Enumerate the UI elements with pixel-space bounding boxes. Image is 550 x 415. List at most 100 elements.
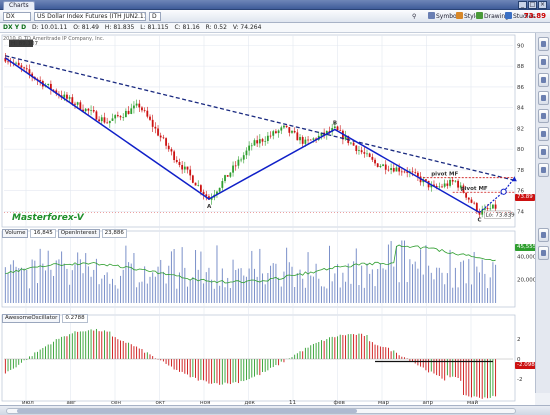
volume-axis-tick: 40,000 xyxy=(517,254,535,260)
candle-body xyxy=(441,186,443,188)
chart-area[interactable]: 90 88 86 84 82 80 78 76 74 июл авг сен окт ноя дек 11 фе… xyxy=(0,33,535,405)
candle-body xyxy=(470,199,473,203)
candle-body xyxy=(103,117,106,123)
text-tool-icon xyxy=(541,131,546,137)
open-interest-line xyxy=(5,244,496,284)
candle-body xyxy=(411,171,414,173)
time-axis-tick: дек xyxy=(245,400,256,405)
style-button[interactable]: Style xyxy=(456,12,479,21)
candle-body xyxy=(449,179,451,186)
rail-button-delete[interactable] xyxy=(538,163,549,177)
candle-body xyxy=(76,102,79,105)
volume-value: 16,845 xyxy=(30,229,56,238)
status-bar xyxy=(0,405,550,415)
candle-body xyxy=(157,128,159,136)
candle-body xyxy=(443,183,446,187)
drawings-icon xyxy=(476,12,483,19)
rail-button-line[interactable] xyxy=(538,73,549,87)
watermark-text: Masterforex-V xyxy=(12,213,84,223)
chart-canvas[interactable]: 90 88 86 84 82 80 78 76 74 июл авг сен окт ноя дек 11 фе… xyxy=(0,33,535,405)
candle-body xyxy=(280,127,283,131)
price-axis-tick: 88 xyxy=(517,64,524,70)
time-axis-tick: июл xyxy=(22,400,34,405)
time-scrollbar[interactable] xyxy=(6,408,516,414)
studies-button[interactable]: Studies xyxy=(505,12,535,21)
candle-body xyxy=(435,185,438,188)
candle-body xyxy=(328,130,331,132)
rail-button-channel[interactable] xyxy=(538,109,549,123)
rail-button-settings[interactable] xyxy=(538,228,549,242)
candle-body xyxy=(406,171,409,173)
rail-button-layout[interactable] xyxy=(538,246,549,260)
price-axis-tick: 80 xyxy=(517,147,524,153)
open-interest-name[interactable]: OpenInterest xyxy=(57,229,100,238)
ao-study-name[interactable]: AwesomeOscillator xyxy=(2,314,61,323)
interval-select[interactable]: D xyxy=(149,12,161,21)
candle-body xyxy=(122,117,125,118)
wave-point-label: B xyxy=(333,120,337,126)
candle-body xyxy=(358,150,360,152)
volume-study-name[interactable]: Volume xyxy=(2,229,29,238)
candle-body xyxy=(304,139,307,144)
candle-body xyxy=(224,175,226,182)
candle-body xyxy=(344,135,347,140)
candle-body xyxy=(269,135,272,137)
ao-axis-tick: 2 xyxy=(517,337,521,343)
minimize-button[interactable]: _ xyxy=(518,1,527,9)
candle-body xyxy=(451,179,454,182)
ao-panel-frame xyxy=(1,314,516,402)
candle-body xyxy=(352,142,355,146)
window-tab[interactable]: Charts xyxy=(3,1,35,10)
candle-body xyxy=(119,116,122,118)
candle-body xyxy=(66,94,68,99)
quote-info-bar: DX Y D D: 10.01.11 O: 81.49 H: 81.835 L:… xyxy=(0,23,550,33)
candle-body xyxy=(371,156,374,160)
candle-body xyxy=(71,97,74,104)
candle-body xyxy=(473,202,476,204)
scrollbar-thumb[interactable] xyxy=(17,409,357,413)
zoom-icon[interactable]: ⚲ xyxy=(412,13,417,20)
candle-body xyxy=(264,140,267,142)
candle-body xyxy=(465,192,468,198)
candle-body xyxy=(283,125,285,128)
price-axis-tick: 86 xyxy=(517,85,524,91)
candle-body xyxy=(336,126,339,131)
candle-body xyxy=(218,187,221,192)
drawings-button[interactable]: Drawings xyxy=(476,12,512,21)
candle-body xyxy=(481,209,484,215)
projection-path xyxy=(479,177,515,213)
symbol-input[interactable]: DX xyxy=(3,12,31,21)
candle-body xyxy=(277,130,280,134)
candle-body xyxy=(395,167,398,172)
candle-body xyxy=(387,169,390,171)
ao-bars xyxy=(4,328,497,399)
candle-body xyxy=(489,208,492,210)
rail-button-shape[interactable] xyxy=(538,145,549,159)
rail-button-fib[interactable] xyxy=(538,91,549,105)
rail-button-zoom[interactable] xyxy=(538,55,549,69)
time-axis-tick: фев xyxy=(334,400,345,405)
candle-body xyxy=(98,119,101,122)
candle-body xyxy=(127,110,130,114)
candle-body xyxy=(366,153,368,155)
candle-body xyxy=(392,168,395,172)
symbols-button[interactable]: Symbols xyxy=(428,12,461,21)
candle-body xyxy=(159,135,162,138)
time-axis-tick: авг xyxy=(67,400,77,405)
maximize-button[interactable]: □ xyxy=(528,1,537,9)
candle-body xyxy=(124,110,127,118)
close-button[interactable]: × xyxy=(538,1,547,9)
candle-body xyxy=(256,140,259,144)
candle-body xyxy=(20,65,23,68)
candle-body xyxy=(191,175,194,183)
rail-button-text[interactable] xyxy=(538,127,549,141)
candle-body xyxy=(186,166,189,170)
volume-bars xyxy=(4,240,497,303)
candle-body xyxy=(492,204,494,209)
candle-body xyxy=(202,191,205,195)
projection-node xyxy=(500,188,507,195)
candle-body xyxy=(245,150,248,156)
candle-body xyxy=(293,130,296,133)
rail-button-cursor[interactable] xyxy=(538,37,549,51)
candle-body xyxy=(175,160,178,162)
